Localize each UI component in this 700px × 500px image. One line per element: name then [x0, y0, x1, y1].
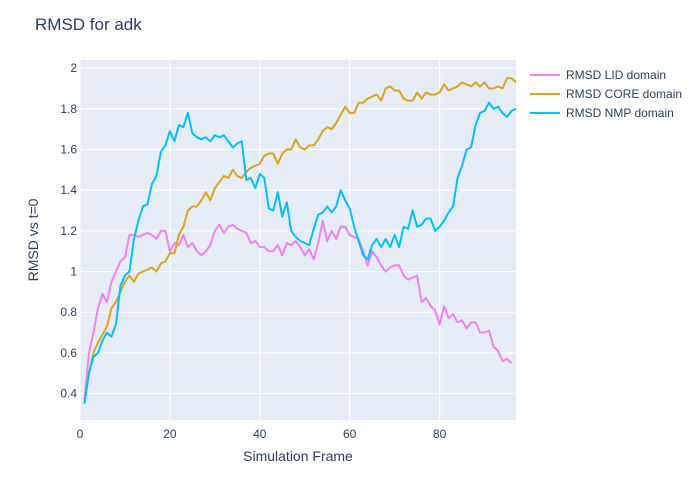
legend-item-3[interactable]: RMSD NMP domain: [530, 106, 674, 120]
legend-item-1[interactable]: RMSD LID domain: [530, 68, 666, 82]
y-tick-label: 2: [70, 61, 77, 75]
x-axis-ticks: 0 20 40 60 80: [77, 427, 447, 441]
series-lines: [83, 77, 517, 404]
y-tick-label: 1: [70, 265, 77, 279]
x-tick-label: 0: [77, 427, 84, 441]
x-axis-title: Simulation Frame: [243, 448, 353, 464]
y-axis-ticks: 0.4 0.6 0.8 1 1.2 1.4 1.6 1.8 2: [60, 61, 77, 400]
chart-title: RMSD for adk: [35, 15, 142, 34]
y-tick-label: 0.4: [60, 387, 77, 401]
y-tick-label: 1.6: [60, 142, 77, 156]
x-tick-label: 60: [343, 427, 357, 441]
series-line-2: [83, 77, 517, 402]
y-tick-label: 1.8: [60, 102, 77, 116]
x-tick-label: 40: [253, 427, 267, 441]
legend-label: RMSD LID domain: [566, 68, 666, 82]
x-tick-label: 80: [433, 427, 447, 441]
x-tick-label: 20: [163, 427, 177, 441]
y-tick-label: 1.2: [60, 224, 77, 238]
y-axis-title: RMSD vs t=0: [25, 198, 41, 281]
y-tick-label: 0.6: [60, 346, 77, 360]
legend-label: RMSD NMP domain: [566, 106, 674, 120]
legend: RMSD LID domain RMSD CORE domain RMSD NMP …: [530, 68, 682, 120]
series-line-1: [83, 219, 513, 400]
series-line-3: [83, 101, 517, 404]
legend-item-2[interactable]: RMSD CORE domain: [530, 87, 682, 101]
legend-label: RMSD CORE domain: [566, 87, 682, 101]
y-tick-label: 1.4: [60, 183, 77, 197]
y-tick-label: 0.8: [60, 305, 77, 319]
